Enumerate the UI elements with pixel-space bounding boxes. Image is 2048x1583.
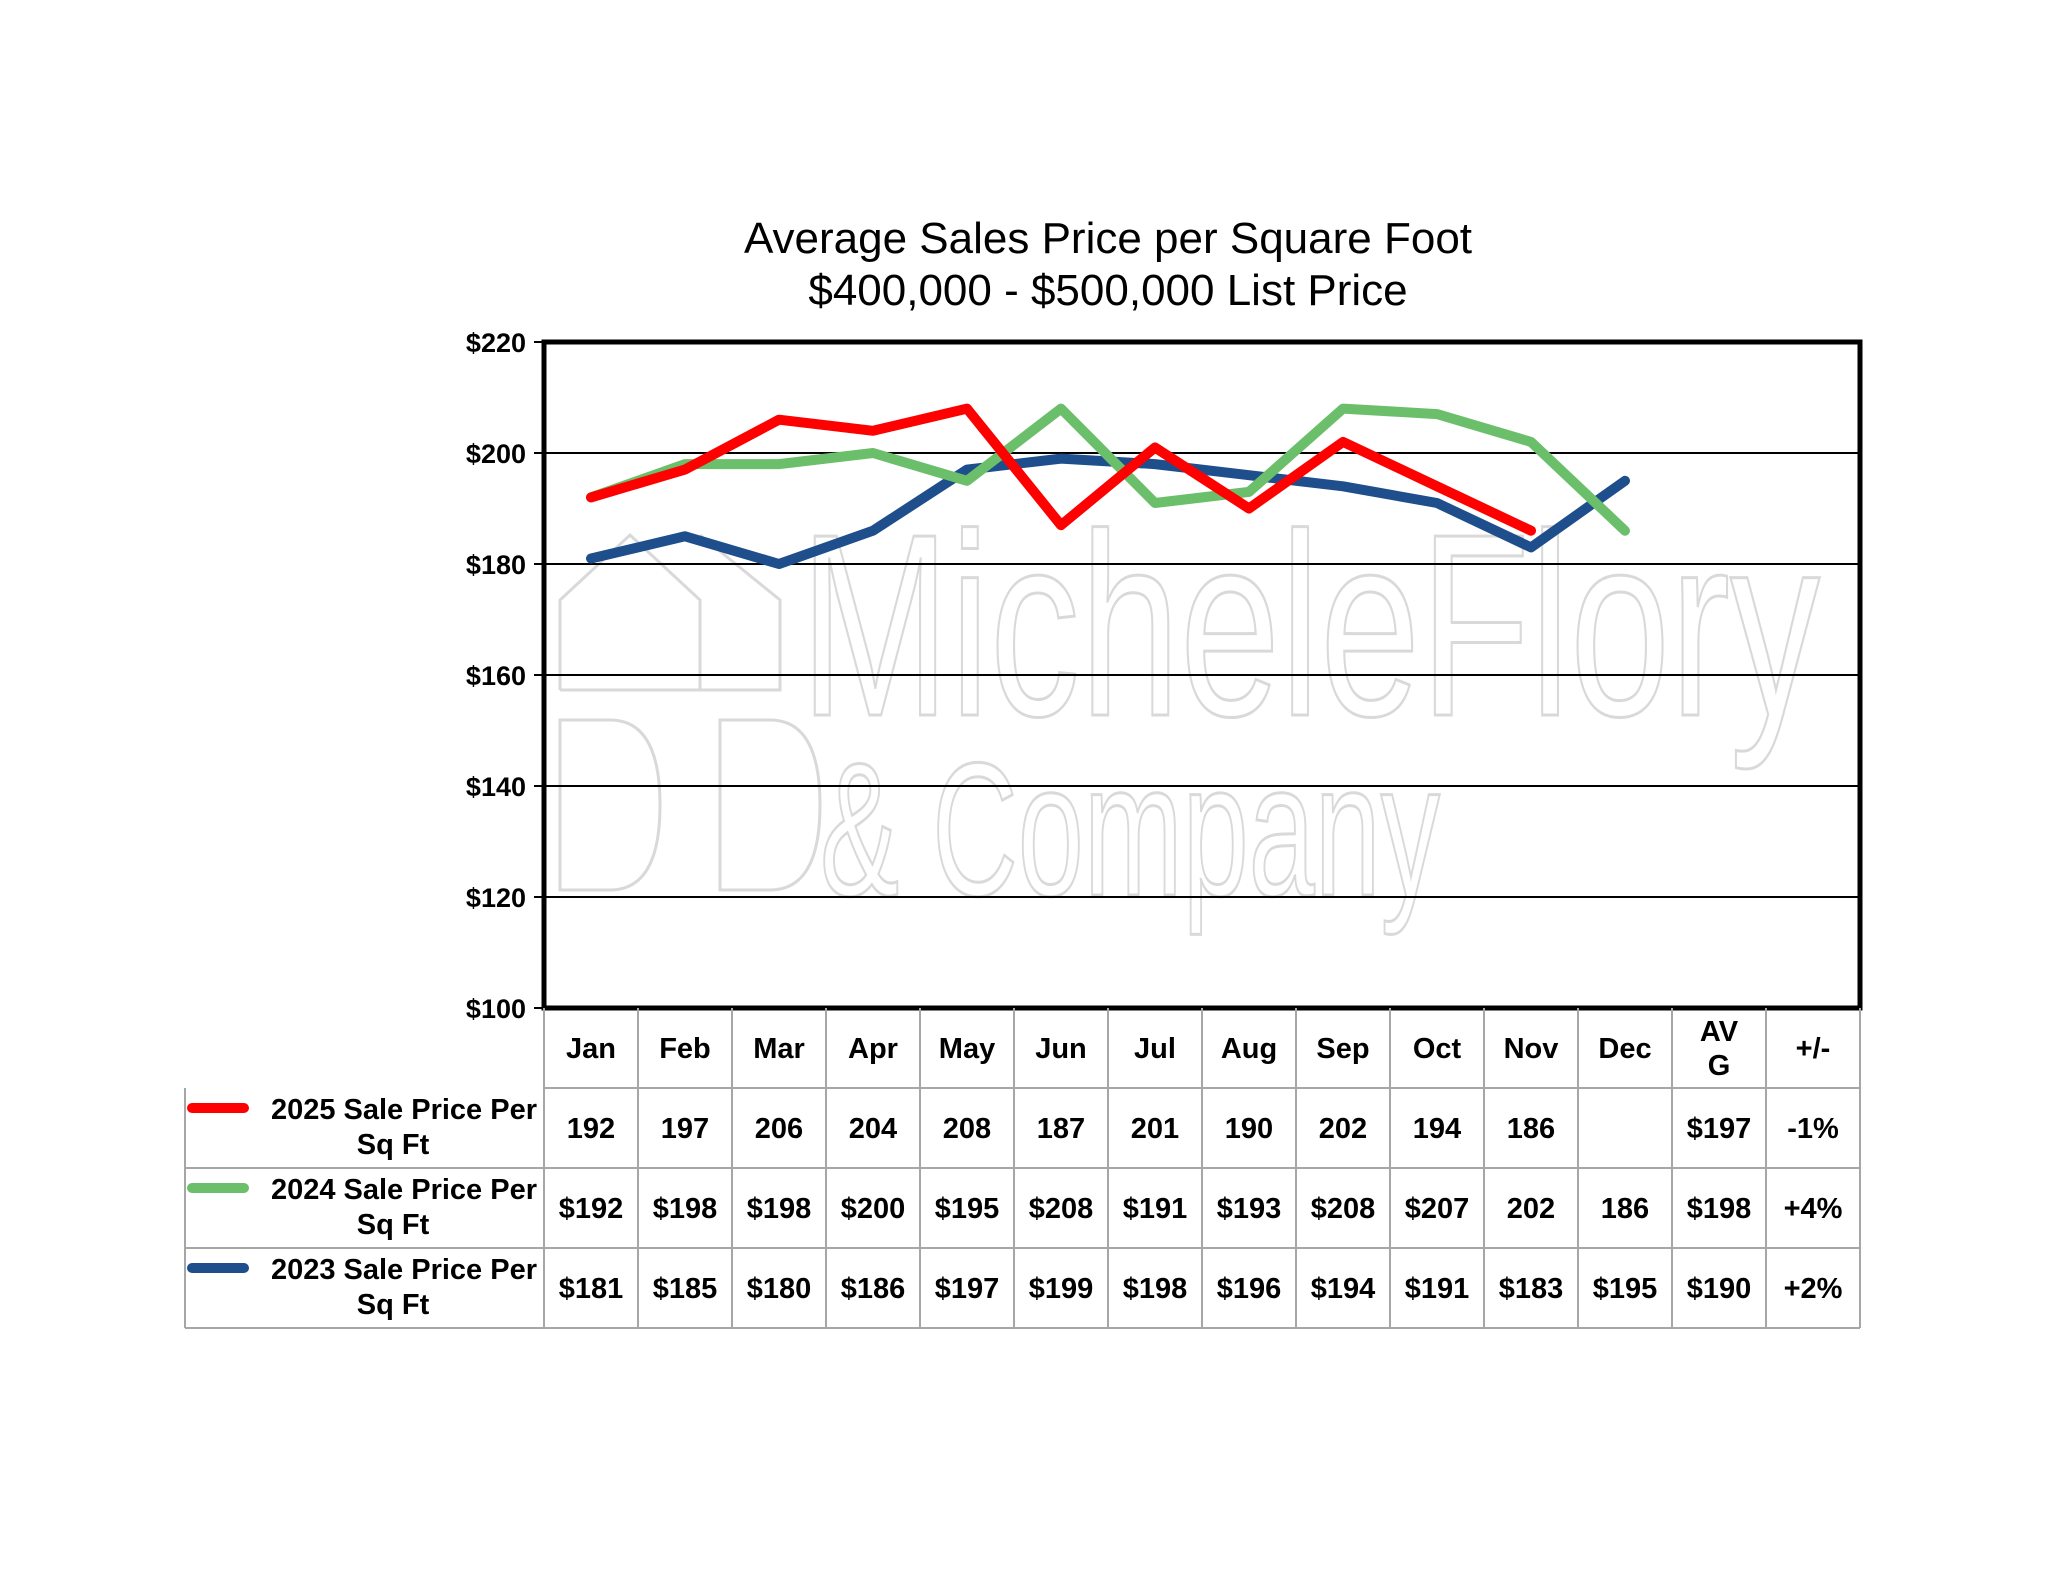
table-change-cell: -1% [1787,1113,1839,1145]
table-data-cell: $196 [1217,1273,1282,1305]
table-data-cell: $198 [747,1193,812,1225]
table-data-cell: $180 [747,1273,812,1305]
table-header-cell: Sep [1316,1033,1369,1065]
chart-title: Average Sales Price per Square Foot [744,214,1472,263]
table-data-cell: $208 [1029,1193,1094,1225]
table-header-avg-line1: AV [1700,1016,1739,1048]
series-label-line1: 2025 Sale Price Per [271,1094,537,1126]
table-data-cell: $195 [935,1193,1000,1225]
table-data-cell: 208 [943,1113,991,1145]
table-data-cell: $207 [1405,1193,1470,1225]
table-avg-cell: $198 [1687,1193,1752,1225]
table-data-cell: $181 [559,1273,624,1305]
y-tick-label: $100 [466,994,526,1024]
y-tick-label: $120 [466,883,526,913]
series-line-1 [586,403,1536,536]
table-data-cell: $185 [653,1273,718,1305]
table-avg-cell: $190 [1687,1273,1752,1305]
table-change-cell: +4% [1784,1193,1843,1225]
series-label-line1: 2023 Sale Price Per [271,1254,537,1286]
table-header-cell: Jan [566,1033,616,1065]
table-data-cell: 204 [849,1113,897,1145]
y-tick-label: $140 [466,772,526,802]
table-header-change: +/- [1796,1033,1831,1065]
table-data-cell: $191 [1123,1193,1188,1225]
table-data-cell: 187 [1037,1113,1085,1145]
watermark-text-line2: & Company [820,724,1440,936]
table-header-cell: May [939,1033,995,1065]
table-header-cell: Feb [659,1033,711,1065]
table-data-cell: 206 [755,1113,803,1145]
table-data-cell: $200 [841,1193,906,1225]
table-header-cell: Jul [1134,1033,1176,1065]
table-avg-cell: $197 [1687,1113,1752,1145]
series-label-line2: Sq Ft [357,1209,430,1241]
watermark-logo: MicheleFlory & Company [558,480,1822,938]
table-data-cell: 202 [1319,1113,1367,1145]
watermark-text-line1: MicheleFlory [800,481,1820,772]
table-change-cell: +2% [1784,1273,1843,1305]
table-header-cell: Aug [1221,1033,1277,1065]
y-tick-label: $160 [466,661,526,691]
table-header-cell: Mar [753,1033,805,1065]
series-lines [586,403,1630,569]
y-tick-label: $200 [466,439,526,469]
table-header-cell: Jun [1035,1033,1087,1065]
table-header-cell: Apr [848,1033,898,1065]
table-data-cell: $198 [653,1193,718,1225]
table-header-avg-line2: G [1708,1050,1731,1082]
table-data-cell: $186 [841,1273,906,1305]
table-data-cell: 194 [1413,1113,1461,1145]
chart-subtitle: $400,000 - $500,000 List Price [808,266,1407,315]
table-data-cell: $199 [1029,1273,1094,1305]
series-label-line2: Sq Ft [357,1289,430,1321]
table-data-cell: $197 [935,1273,1000,1305]
table-data-cell: $191 [1405,1273,1470,1305]
y-tick-label: $220 [466,328,526,358]
series-label-line1: 2024 Sale Price Per [271,1174,537,1206]
series-line-2 [586,403,1630,536]
table-data-cell: 186 [1601,1193,1649,1225]
data-table: Jan Feb Mar Apr May Jun Jul Aug Sep Oct Nov Dec AVG +… [184,1008,1861,1329]
y-tick-label: $180 [466,550,526,580]
table-data-cell: 201 [1131,1113,1179,1145]
table-data-cell: 186 [1507,1113,1555,1145]
y-axis-ticks: $100 $120 $140 $160 $180 $200 $220 [466,328,544,1024]
table-data-cell: $198 [1123,1273,1188,1305]
table-header-cell: Dec [1598,1033,1651,1065]
table-data-cell: 202 [1507,1193,1555,1225]
table-data-cell: $194 [1311,1273,1376,1305]
table-data-cell: 190 [1225,1113,1273,1145]
table-data-cell: $195 [1593,1273,1658,1305]
table-header-cell: Nov [1504,1033,1559,1065]
table-data-cell: $183 [1499,1273,1564,1305]
table-header-cell: Oct [1413,1033,1462,1065]
table-data-cell: 197 [661,1113,709,1145]
series-label-line2: Sq Ft [357,1129,430,1161]
table-data-cell: $192 [559,1193,624,1225]
table-data-cell: $208 [1311,1193,1376,1225]
table-data-cell: 192 [567,1113,615,1145]
table-data-cell: $193 [1217,1193,1282,1225]
